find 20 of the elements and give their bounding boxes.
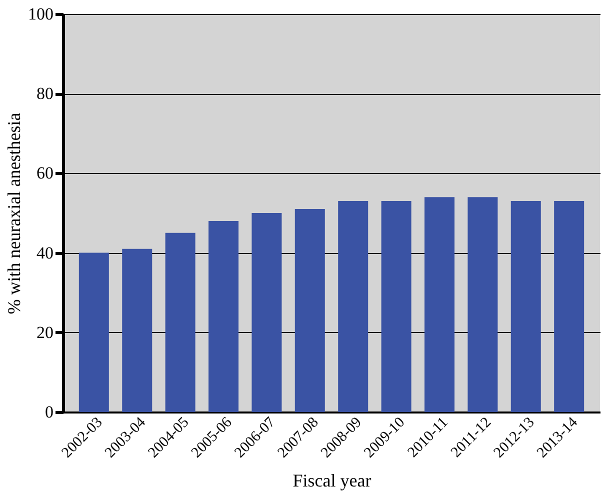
- y-tick-label: 0: [45, 402, 54, 422]
- bar: [165, 232, 196, 412]
- bar: [381, 201, 412, 412]
- bar: [424, 197, 454, 412]
- bar: [338, 201, 368, 412]
- bar: [78, 252, 109, 412]
- y-tick-label: 40: [36, 243, 54, 262]
- y-axis-title: % with neuraxial anesthesia: [4, 112, 24, 314]
- y-tick-label: 80: [36, 84, 54, 104]
- bar: [122, 248, 152, 412]
- y-tick-label: 20: [36, 322, 54, 342]
- bar: [294, 209, 325, 412]
- y-tick-label: 60: [36, 164, 54, 183]
- bar: [554, 201, 584, 412]
- y-tick-label: 100: [28, 4, 54, 24]
- bar: [252, 213, 282, 412]
- x-axis-title: Fiscal year: [292, 470, 372, 490]
- bar: [208, 220, 239, 412]
- bar: [468, 197, 498, 412]
- bar: [510, 201, 541, 412]
